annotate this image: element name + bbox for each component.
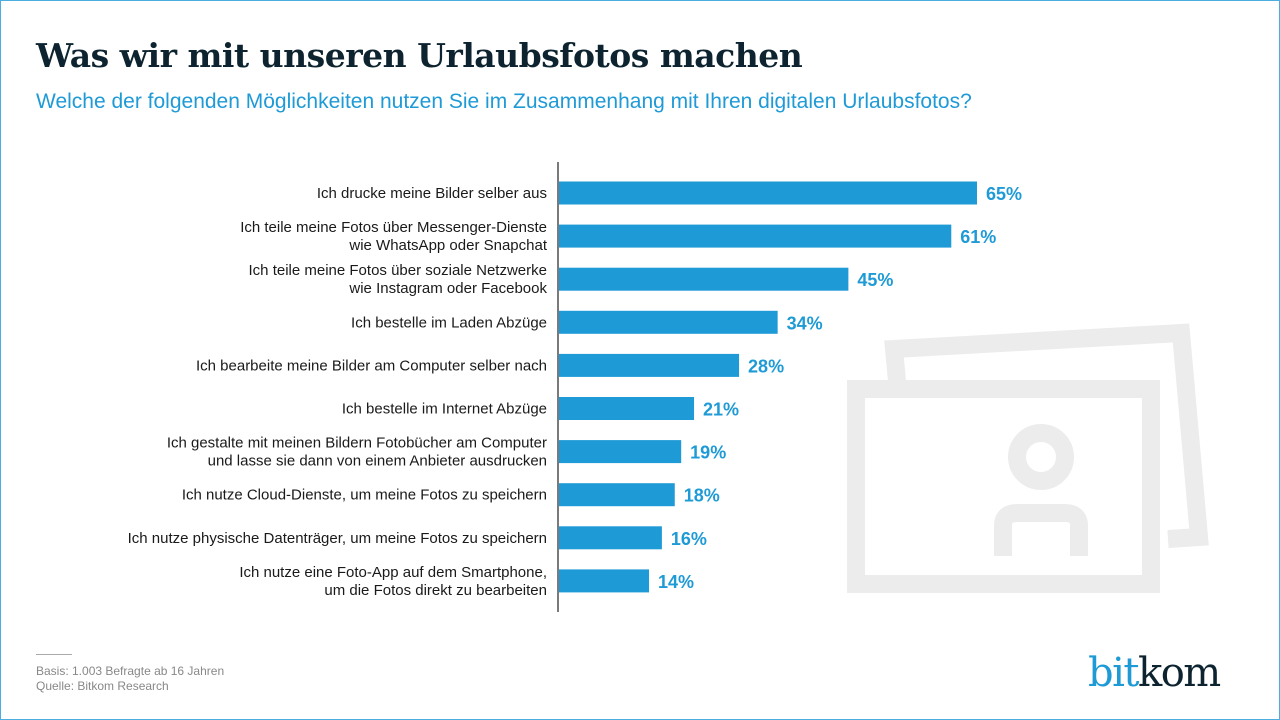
bar [559,483,675,507]
category-label-line: Ich teile meine Fotos über Messenger-Die… [240,219,547,236]
basis-note: Basis: 1.003 Befragte ab 16 Jahren [36,664,225,678]
bar [559,569,650,593]
source-note: Quelle: Bitkom Research [36,679,169,693]
category-label: Ich bestelle im Internet Abzüge [342,401,547,418]
category-label-line: Ich bestelle im Laden Abzüge [351,314,547,331]
category-label: Ich teile meine Fotos über soziale Netzw… [249,262,548,297]
category-label-line: Ich nutze eine Foto-App auf dem Smartpho… [239,564,547,581]
bar [559,440,682,464]
data-label: 14% [658,572,694,592]
category-label: Ich nutze eine Foto-App auf dem Smartpho… [239,564,547,599]
logo-bit: bit [1088,650,1139,696]
data-label: 21% [703,400,739,420]
category-label-line: und lasse sie dann von einem Anbieter au… [208,453,547,470]
data-label: 61% [960,227,996,247]
chart-title: Was wir mit unseren Urlaubsfotos machen [36,36,803,75]
category-label-line: wie WhatsApp oder Snapchat [348,237,547,254]
data-label: 65% [986,184,1022,204]
person-head [1008,424,1074,490]
data-label: 34% [787,313,823,333]
category-label-line: Ich gestalte mit meinen Bildern Fotobüch… [167,435,547,452]
category-label-line: Ich nutze Cloud-Dienste, um meine Fotos … [182,487,547,504]
category-label-line: Ich drucke meine Bilder selber aus [317,185,547,202]
chart-subtitle: Welche der folgenden Möglichkeiten nutze… [36,90,972,113]
footer-divider [36,654,72,655]
category-label-line: um die Fotos direkt zu bearbeiten [324,582,547,599]
category-label: Ich gestalte mit meinen Bildern Fotobüch… [167,435,547,470]
bar [559,397,695,420]
logo-kom: kom [1137,650,1221,696]
bar [559,526,662,550]
category-label: Ich teile meine Fotos über Messenger-Die… [240,219,548,254]
person-body [994,504,1088,556]
category-label: Ich bearbeite meine Bilder am Computer s… [196,357,547,374]
data-label: 45% [857,270,893,290]
category-label: Ich nutze physische Datenträger, um mein… [128,530,547,547]
category-label: Ich bestelle im Laden Abzüge [351,314,547,331]
category-label: Ich drucke meine Bilder selber aus [317,185,547,202]
category-label-line: Ich bearbeite meine Bilder am Computer s… [196,357,547,374]
photo-back-frame [884,323,1209,548]
bitkom-logo: bitkom [1088,650,1221,696]
bar [559,267,849,291]
data-label: 18% [684,486,720,506]
category-label: Ich nutze Cloud-Dienste, um meine Fotos … [182,487,547,504]
bar [559,353,740,377]
photos-icon [847,323,1209,593]
bar [559,181,977,205]
category-label-line: Ich teile meine Fotos über soziale Netzw… [249,262,547,279]
category-label-line: Ich bestelle im Internet Abzüge [342,401,547,418]
data-label: 19% [690,443,726,463]
data-label: 28% [748,356,784,376]
bar [559,310,778,334]
category-label-line: Ich nutze physische Datenträger, um mein… [128,530,547,547]
bar [559,224,952,248]
category-label-line: wie Instagram oder Facebook [348,280,547,297]
photo-front-frame [847,380,1160,593]
data-label: 16% [671,529,707,549]
